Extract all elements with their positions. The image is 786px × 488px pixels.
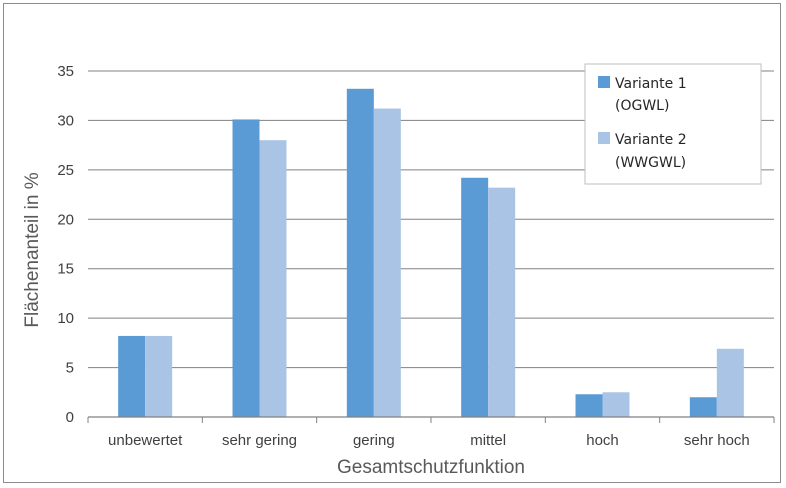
legend-swatch-variante-2 [598, 132, 610, 144]
x-axis-title: Gesamtschutzfunktion [337, 457, 525, 478]
bar-series-1-0 [118, 335, 146, 417]
legend-label-variante-1: Variante 1 [615, 76, 687, 92]
y-tick-label: 15 [57, 261, 74, 278]
y-tick-label: 10 [57, 310, 74, 327]
x-tick-label: hoch [586, 432, 619, 449]
y-tick-label: 20 [57, 211, 74, 228]
bar-series-1-3 [461, 177, 489, 417]
bar-series-1-4 [575, 394, 603, 417]
bar-chart: 0 5 10 15 20 25 30 35 unbewertet sehr gering gerin… [22, 63, 775, 478]
gridlines [88, 70, 774, 369]
axes [87, 416, 775, 423]
x-tick-label: sehr gering [222, 432, 297, 449]
bar-series-2-2 [373, 108, 401, 418]
bar-series-2-5 [716, 348, 744, 417]
y-tick-label: 35 [57, 63, 74, 80]
y-tick-label: 5 [66, 360, 74, 377]
legend: Variante 1 (OGWL) Variante 2 (WWGWL) [584, 63, 762, 185]
x-tick-label: unbewertet [108, 432, 183, 449]
y-tick-label: 25 [57, 162, 74, 179]
x-tick-label: mittel [470, 432, 506, 449]
bars [118, 88, 744, 418]
bar-series-2-4 [602, 392, 630, 417]
legend-label-wwgwl: (WWGWL) [615, 155, 686, 171]
x-tick-label: sehr hoch [684, 432, 750, 449]
tick-labels: 0 5 10 15 20 25 30 35 unbewertet sehr gering gerin… [57, 63, 749, 449]
legend-label-variante-2: Variante 2 [615, 132, 687, 148]
y-axis-title: Flächenanteil in % [22, 172, 43, 327]
y-tick-label: 0 [66, 409, 74, 426]
bar-series-2-3 [488, 187, 516, 417]
bar-series-1-1 [232, 119, 260, 417]
y-tick-label: 30 [57, 112, 74, 129]
x-tick-label: gering [353, 432, 395, 449]
bar-series-2-0 [145, 335, 173, 417]
bar-series-2-1 [259, 140, 287, 417]
legend-box [584, 63, 762, 185]
legend-label-ogwl: (OGWL) [615, 98, 669, 114]
legend-swatch-variante-1 [598, 76, 610, 88]
chart-frame: 0 5 10 15 20 25 30 35 unbewertet sehr gering gerin… [3, 3, 781, 483]
bar-series-1-2 [346, 88, 374, 418]
bar-series-1-5 [689, 397, 717, 417]
